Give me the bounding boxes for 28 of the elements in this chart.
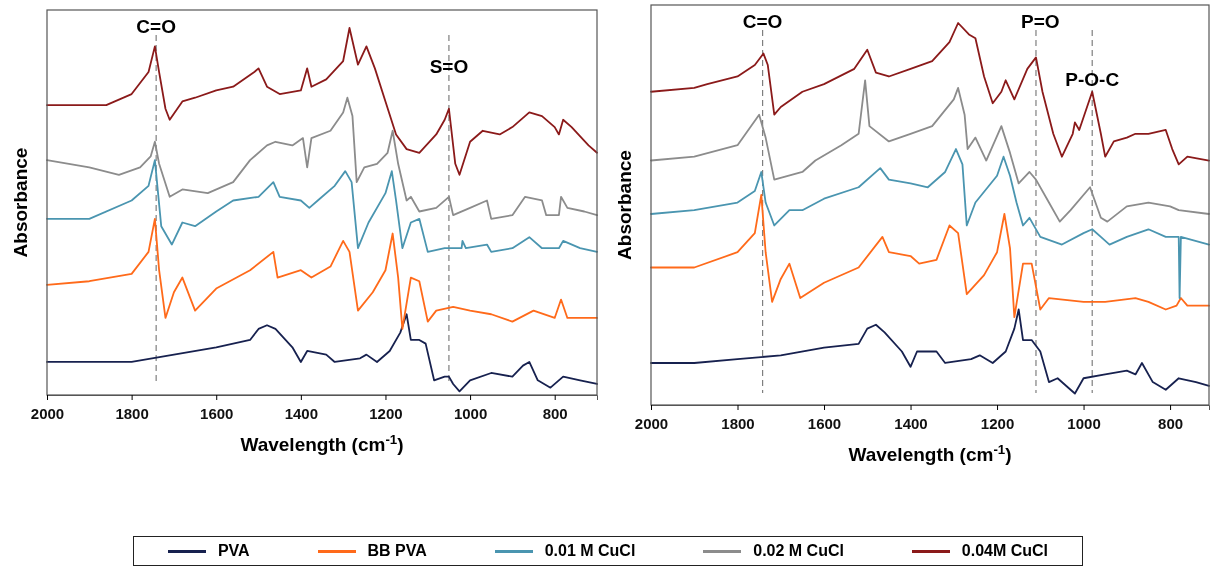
x-tick-label: 1000 bbox=[1067, 414, 1101, 432]
x-tick-label: 800 bbox=[1158, 414, 1184, 432]
legend-label: 0.01 M CuCl bbox=[544, 542, 636, 560]
x-tick-label: 1600 bbox=[200, 404, 234, 422]
x-tick-label: 1000 bbox=[453, 404, 488, 422]
x-tick-label: 1400 bbox=[894, 414, 928, 432]
legend-label: PVA bbox=[217, 542, 250, 560]
x-tick-label: 1200 bbox=[369, 404, 403, 422]
annotation: C=O bbox=[742, 11, 783, 33]
x-tick-label: 1200 bbox=[980, 414, 1015, 432]
legend-label: 0.02 M CuCl bbox=[753, 542, 844, 560]
annotation: P-O-C bbox=[1065, 68, 1120, 90]
x-tick-label: 1800 bbox=[721, 414, 755, 432]
x-tick-label: 800 bbox=[542, 404, 568, 422]
x-tick-label: 2000 bbox=[634, 414, 669, 432]
x-tick-label: 1600 bbox=[807, 414, 842, 432]
y-axis-title: Absorbance bbox=[614, 150, 635, 260]
x-tick-label: 1800 bbox=[115, 404, 149, 422]
x-tick-label: 1400 bbox=[284, 404, 319, 422]
legend-label: 0.04M CuCl bbox=[961, 542, 1049, 560]
annotation: S=O bbox=[429, 56, 469, 78]
x-axis-title: Wavelength (cm$^{-1}$) bbox=[848, 441, 1012, 465]
y-axis-title: Absorbance bbox=[10, 147, 31, 258]
annotation: P=O bbox=[1021, 11, 1060, 33]
annotation: C=O bbox=[136, 16, 176, 38]
x-axis-title: Wavelength (cm$^{-1}$) bbox=[240, 431, 404, 455]
x-tick-label: 2000 bbox=[30, 404, 65, 422]
legend-label: BB PVA bbox=[367, 542, 427, 560]
